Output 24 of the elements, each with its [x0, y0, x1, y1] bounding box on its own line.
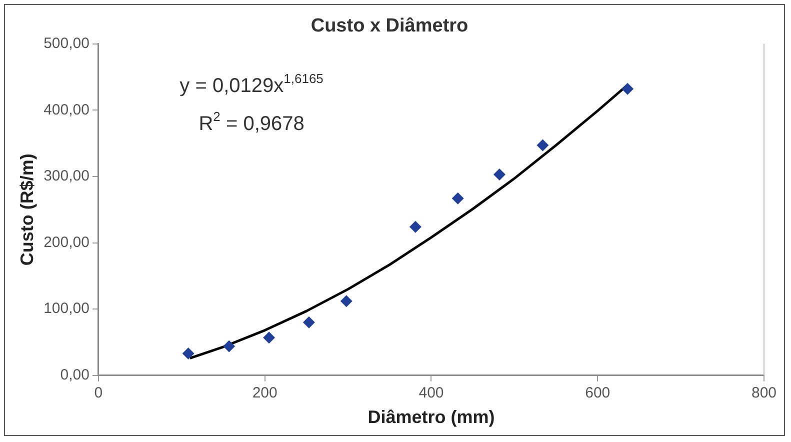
y-tick-label: 100,00 [44, 300, 90, 318]
point [182, 348, 194, 360]
y-axis-title: Custo (R$/m) [16, 154, 37, 266]
y-tick-label: 0,00 [60, 366, 90, 384]
x-tick-label: 800 [751, 384, 777, 402]
y-tick-label: 200,00 [44, 234, 90, 251]
point [493, 168, 506, 180]
x-axis-title: Diâmetro (mm) [368, 407, 495, 428]
point [302, 316, 315, 328]
y-tick-label: 300,00 [44, 168, 90, 185]
x-tick-label: 600 [585, 384, 610, 402]
point [340, 295, 352, 308]
y-tick-label: 500,00 [44, 34, 90, 52]
x-tick-label: 400 [418, 384, 444, 402]
point [263, 332, 276, 344]
chart-title: Custo x Diâmetro [310, 16, 468, 37]
point [622, 82, 634, 95]
point [223, 340, 236, 352]
point [536, 139, 549, 152]
x-tick-label: 0 [94, 384, 103, 402]
point [409, 220, 422, 233]
y-tick-label: 400,00 [44, 101, 90, 118]
point [452, 192, 464, 204]
x-tick-label: 200 [252, 384, 278, 402]
